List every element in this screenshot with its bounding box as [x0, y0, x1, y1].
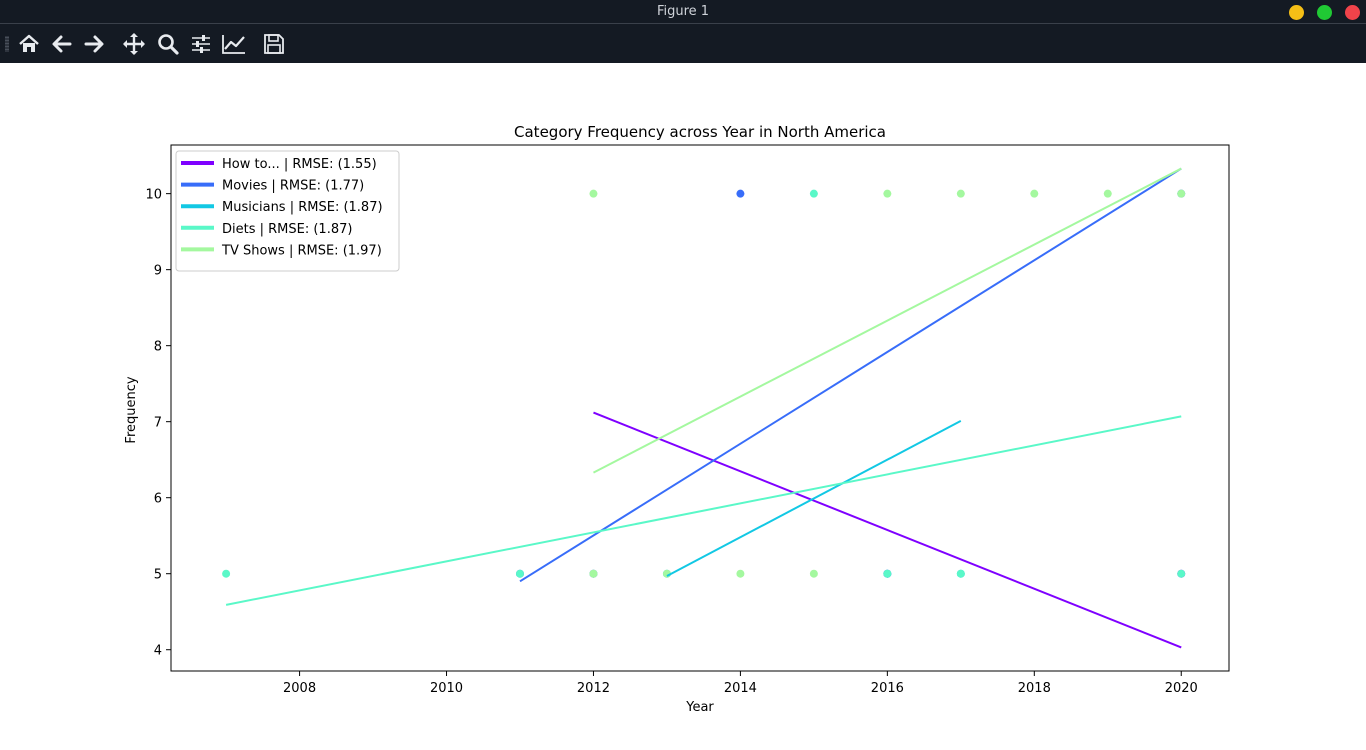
- data-point: [589, 189, 598, 198]
- data-point: [736, 189, 745, 198]
- data-point: [1030, 189, 1039, 198]
- data-point: [1177, 569, 1186, 578]
- close-button[interactable]: [1345, 5, 1360, 20]
- data-point: [515, 569, 524, 578]
- pan-button[interactable]: [121, 31, 147, 57]
- chart[interactable]: Category Frequency across Year in North …: [0, 63, 1366, 746]
- save-button[interactable]: [261, 31, 287, 57]
- data-point: [589, 569, 598, 578]
- legend-box: [175, 150, 400, 272]
- back-button[interactable]: [49, 31, 75, 57]
- pan-icon: [123, 33, 145, 55]
- figure-canvas[interactable]: Category Frequency across Year in North …: [0, 63, 1366, 746]
- y-tick-label: 8: [154, 340, 162, 355]
- forward-icon: [84, 35, 104, 53]
- toolbar: [0, 24, 1366, 63]
- trend-line: [666, 420, 962, 577]
- configure-subplots-button[interactable]: [188, 31, 214, 57]
- configure-subplots-icon: [192, 35, 210, 53]
- data-point: [809, 189, 818, 198]
- data-point: [956, 569, 965, 578]
- data-point: [1103, 189, 1112, 198]
- minimize-button[interactable]: [1289, 5, 1304, 20]
- zoom-icon: [158, 34, 179, 55]
- trend-line: [593, 411, 1182, 649]
- data-point: [956, 189, 965, 198]
- trend-line: [225, 415, 1182, 606]
- plot-frame: [170, 144, 1230, 672]
- x-tick-label: 2008: [283, 681, 316, 696]
- y-axis-label: Frequency: [124, 376, 139, 443]
- y-tick-label: 6: [154, 492, 162, 507]
- x-tick-label: 2016: [871, 681, 904, 696]
- back-icon: [52, 35, 72, 53]
- y-tick-label: 4: [154, 644, 162, 659]
- toolbar-grip-handle[interactable]: [5, 36, 9, 52]
- data-point: [809, 569, 818, 578]
- legend-label: How to... | RMSE: (1.55): [222, 157, 377, 172]
- x-tick-label: 2020: [1165, 681, 1198, 696]
- x-axis-label: Year: [685, 700, 714, 715]
- window-title: Figure 1: [656, 4, 710, 19]
- window-titlebar: Figure 1: [0, 0, 1366, 24]
- data-point: [883, 569, 892, 578]
- trend-line: [593, 167, 1182, 474]
- home-button[interactable]: [16, 31, 42, 57]
- y-tick-label: 10: [145, 188, 162, 203]
- forward-button[interactable]: [81, 31, 107, 57]
- y-tick-label: 7: [154, 416, 162, 431]
- edit-axis-button[interactable]: [221, 31, 247, 57]
- data-point: [1177, 189, 1186, 198]
- data-point: [736, 569, 745, 578]
- legend-label: Movies | RMSE: (1.77): [222, 179, 364, 194]
- data-point: [222, 569, 231, 578]
- data-point: [883, 189, 892, 198]
- x-tick-label: 2010: [430, 681, 463, 696]
- edit-axis-icon: [222, 35, 245, 54]
- zoom-button[interactable]: [155, 31, 181, 57]
- home-icon: [19, 34, 39, 52]
- x-tick-label: 2018: [1018, 681, 1051, 696]
- x-tick-label: 2012: [577, 681, 610, 696]
- chart-title: Category Frequency across Year in North …: [514, 123, 886, 141]
- trend-line: [519, 167, 1182, 583]
- maximize-button[interactable]: [1317, 5, 1332, 20]
- y-tick-label: 5: [154, 568, 162, 583]
- y-tick-label: 9: [154, 264, 162, 279]
- legend-label: TV Shows | RMSE: (1.97): [221, 243, 382, 258]
- x-tick-label: 2014: [724, 681, 757, 696]
- legend-label: Diets | RMSE: (1.87): [222, 222, 352, 237]
- save-icon: [264, 34, 284, 54]
- legend-label: Musicians | RMSE: (1.87): [222, 200, 383, 215]
